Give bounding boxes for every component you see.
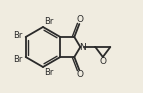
Text: Br: Br xyxy=(13,54,23,64)
Text: Br: Br xyxy=(44,17,53,26)
Text: N: N xyxy=(79,43,86,52)
Text: Br: Br xyxy=(13,31,23,40)
Text: Br: Br xyxy=(44,68,53,77)
Text: O: O xyxy=(77,70,84,79)
Text: O: O xyxy=(99,57,106,66)
Text: O: O xyxy=(77,15,84,24)
